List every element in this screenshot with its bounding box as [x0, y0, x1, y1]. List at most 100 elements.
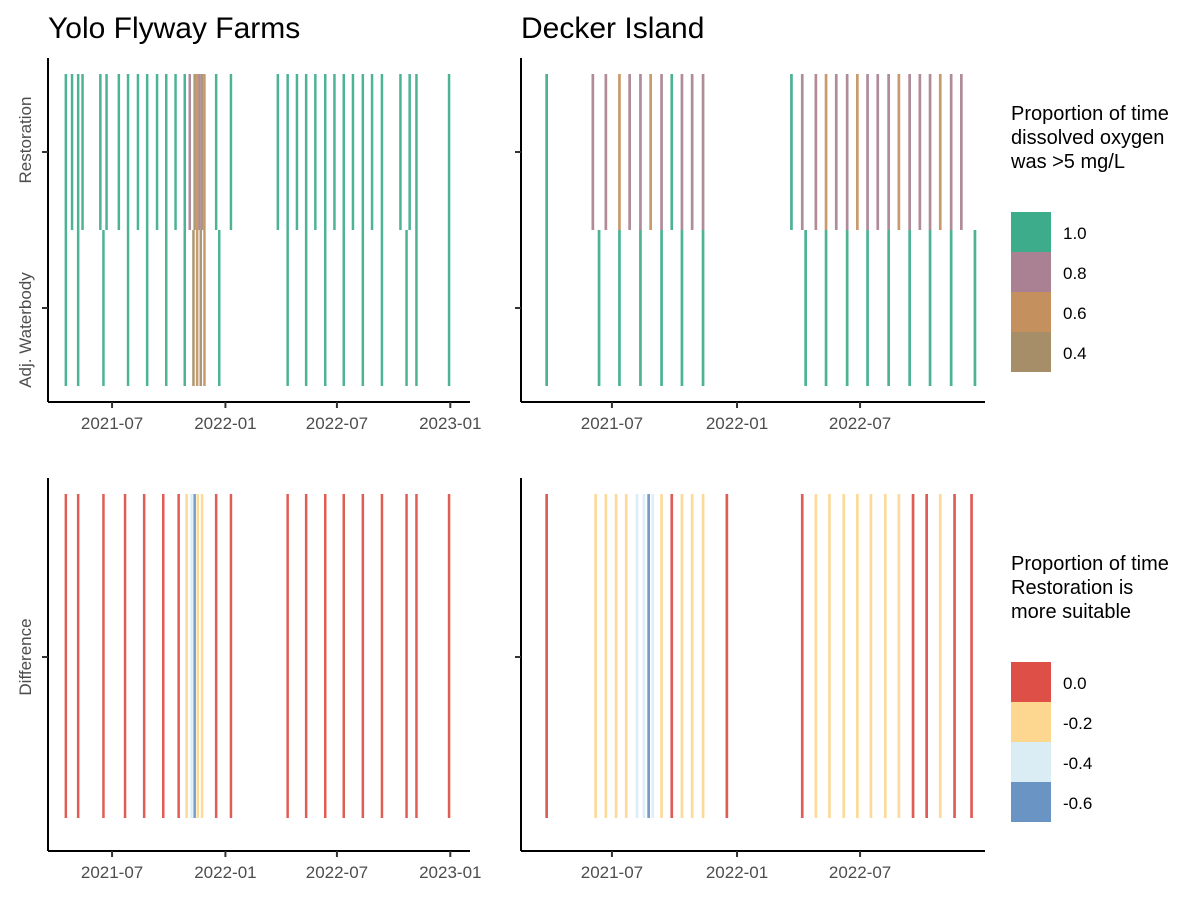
data-cell: [800, 74, 804, 230]
data-cell: [591, 74, 595, 230]
data-cell: [415, 74, 418, 230]
data-cell: [834, 74, 838, 230]
data-cell: [690, 494, 694, 818]
data-cell: [195, 230, 199, 386]
data-cell: [949, 74, 953, 230]
data-cell: [276, 74, 280, 230]
data-cell: [908, 74, 911, 230]
legend-label: 0.0: [1063, 674, 1087, 693]
panel-title: Decker Island: [521, 12, 704, 45]
y-category-label: Adj. Waterbody: [16, 272, 35, 388]
legend-swatch: [1011, 332, 1051, 372]
data-cell: [824, 74, 828, 230]
data-cell: [918, 74, 922, 230]
data-cell: [928, 74, 932, 230]
legend-title-line: more suitable: [1011, 601, 1131, 623]
data-cell: [701, 230, 705, 386]
panel-decker-difference: 2021-07 2022-01 2022-07: [515, 478, 985, 882]
legend-swatch: [1011, 702, 1051, 742]
data-cell: [973, 230, 977, 386]
data-cell: [447, 74, 451, 230]
data-cell: [324, 230, 327, 386]
data-cell: [624, 494, 628, 818]
x-tick-label: 2022-07: [306, 863, 368, 882]
data-cell: [639, 74, 642, 230]
legend-title-line: was >5 mg/L: [1010, 151, 1125, 173]
data-cell: [304, 230, 308, 386]
legend-swatch: [1011, 252, 1051, 292]
data-cell: [876, 74, 880, 230]
legend-swatch: [1011, 782, 1051, 822]
data-cell: [824, 230, 828, 386]
data-cell: [342, 74, 345, 230]
legend-title-line: dissolved oxygen: [1011, 127, 1164, 149]
legend-label: -0.4: [1063, 754, 1092, 773]
data-cell: [869, 494, 873, 818]
data-cell: [333, 74, 336, 230]
data-cell: [604, 74, 608, 230]
data-cell: [196, 494, 199, 818]
data-cell: [126, 230, 130, 386]
data-cell: [701, 74, 705, 230]
data-cell: [649, 74, 652, 230]
data-cell: [192, 230, 195, 386]
legend-title-line: Restoration is: [1011, 577, 1133, 599]
data-cell: [64, 74, 68, 230]
data-cell: [925, 494, 928, 818]
data-cell: [680, 230, 684, 386]
data-cell: [123, 494, 127, 818]
data-cell: [642, 494, 646, 818]
data-cell: [856, 494, 859, 818]
data-cell: [856, 74, 859, 230]
panel-yolo-difference: Difference 2021-07 2022-01 2022-07 2023-01: [16, 478, 481, 882]
data-cell: [126, 74, 130, 230]
data-cell: [545, 494, 548, 818]
data-cell: [447, 230, 451, 386]
data-cell: [185, 494, 188, 818]
data-cell: [866, 74, 869, 230]
panel-yolo-dissolved-oxygen: Yolo Flyway Farms Restoration Adj. Waterb…: [16, 12, 481, 433]
data-cell: [380, 494, 384, 818]
data-cell: [286, 74, 289, 230]
data-cell: [701, 494, 705, 818]
data-cell: [845, 230, 849, 386]
data-cell: [304, 74, 308, 230]
y-category-label: Restoration: [16, 97, 35, 184]
data-cell: [828, 494, 831, 818]
data-cell: [193, 494, 196, 818]
data-cell: [214, 494, 218, 818]
data-cell: [136, 74, 140, 230]
legend-label: 0.4: [1063, 344, 1087, 363]
data-cell: [70, 74, 74, 230]
data-cell: [690, 74, 694, 230]
data-cell: [911, 494, 915, 818]
data-cell: [680, 74, 684, 230]
data-cell: [361, 230, 365, 386]
data-cell: [660, 230, 663, 386]
legend-label: -0.2: [1063, 714, 1092, 733]
legend-swatch: [1011, 742, 1051, 782]
data-cell: [545, 74, 548, 230]
data-cell: [183, 230, 186, 386]
data-cell: [155, 74, 159, 230]
data-cell: [887, 74, 890, 230]
legend-label: 1.0: [1063, 224, 1087, 243]
data-cell: [618, 230, 621, 386]
data-cell: [953, 494, 956, 818]
data-cell: [200, 494, 204, 818]
y-category-label: Difference: [16, 618, 35, 695]
data-cell: [405, 230, 408, 386]
data-cell: [229, 74, 233, 230]
data-cell: [415, 230, 418, 386]
data-cell: [190, 494, 193, 818]
data-cell: [628, 74, 631, 230]
data-cell: [804, 230, 807, 386]
data-cell: [198, 74, 201, 230]
data-cell: [380, 230, 384, 386]
data-cell: [814, 74, 818, 230]
data-cell: [117, 74, 121, 230]
x-tick-label: 2021-07: [81, 414, 143, 433]
panel-title: Yolo Flyway Farms: [48, 12, 300, 45]
data-cell: [351, 74, 355, 230]
data-cell: [64, 494, 68, 818]
